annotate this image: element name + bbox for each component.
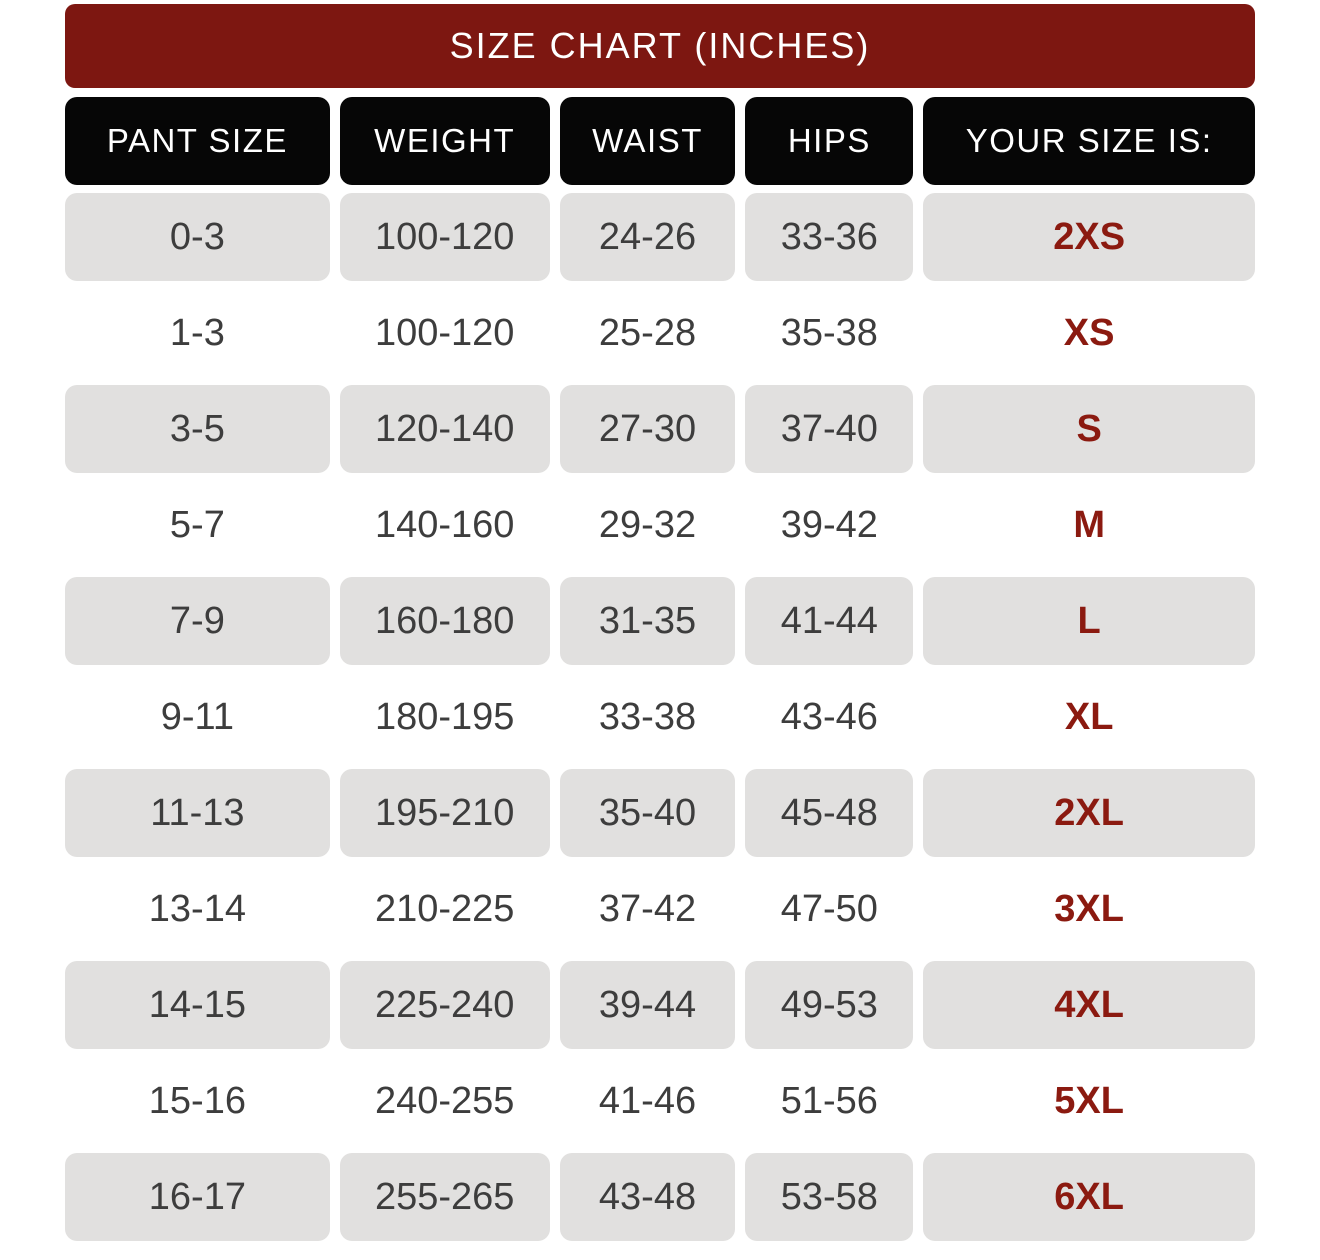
- your-size-cell: M: [1073, 503, 1105, 546]
- column-header-pant-size: PANT SIZE: [65, 97, 330, 185]
- your-size-cell: 6XL: [923, 1153, 1255, 1241]
- weight-cell: 100-120: [374, 311, 515, 354]
- pant-size-cell: 14-15: [65, 961, 330, 1049]
- column-header-waist: WAIST: [559, 97, 736, 185]
- waist-cell: 35-40: [559, 769, 736, 857]
- weight-cell: 140-160: [374, 503, 515, 546]
- table-row: 5-7 140-160 29-32 39-42 M: [65, 481, 1255, 569]
- table-row: 13-14 210-225 37-42 47-50 3XL: [65, 865, 1255, 953]
- waist-cell: 33-38: [598, 695, 697, 738]
- column-header-weight: WEIGHT: [339, 97, 550, 185]
- hips-cell: 47-50: [780, 887, 878, 930]
- waist-cell: 39-44: [559, 961, 736, 1049]
- waist-cell: 37-42: [598, 887, 697, 930]
- weight-cell: 180-195: [374, 695, 515, 738]
- table-row: 1-3 100-120 25-28 35-38 XS: [65, 289, 1255, 377]
- hips-cell: 45-48: [745, 769, 914, 857]
- your-size-cell: XS: [1063, 311, 1115, 354]
- weight-cell: 210-225: [374, 887, 515, 930]
- hips-cell: 53-58: [745, 1153, 914, 1241]
- table-body: 0-3 100-120 24-26 33-36 2XS 1-3 100-120 …: [65, 193, 1255, 1241]
- your-size-cell: 3XL: [1054, 887, 1124, 930]
- your-size-cell: 4XL: [923, 961, 1255, 1049]
- weight-cell: 225-240: [339, 961, 550, 1049]
- pant-size-cell: 3-5: [65, 385, 330, 473]
- your-size-cell: 5XL: [1054, 1079, 1124, 1122]
- weight-cell: 255-265: [339, 1153, 550, 1241]
- weight-cell: 100-120: [339, 193, 550, 281]
- weight-cell: 195-210: [339, 769, 550, 857]
- waist-cell: 43-48: [559, 1153, 736, 1241]
- weight-cell: 120-140: [339, 385, 550, 473]
- your-size-cell: XL: [1064, 695, 1114, 738]
- pant-size-cell: 13-14: [148, 887, 246, 930]
- table-row: 3-5 120-140 27-30 37-40 S: [65, 385, 1255, 473]
- hips-cell: 37-40: [745, 385, 914, 473]
- pant-size-cell: 5-7: [169, 503, 225, 546]
- waist-cell: 41-46: [598, 1079, 697, 1122]
- pant-size-cell: 9-11: [160, 695, 234, 738]
- waist-cell: 31-35: [559, 577, 736, 665]
- hips-cell: 39-42: [780, 503, 878, 546]
- table-row: 11-13 195-210 35-40 45-48 2XL: [65, 769, 1255, 857]
- hips-cell: 33-36: [745, 193, 914, 281]
- hips-cell: 51-56: [780, 1079, 878, 1122]
- pant-size-cell: 0-3: [65, 193, 330, 281]
- column-header-hips: HIPS: [745, 97, 914, 185]
- your-size-cell: S: [923, 385, 1255, 473]
- pant-size-cell: 7-9: [65, 577, 330, 665]
- waist-cell: 25-28: [598, 311, 697, 354]
- waist-cell: 29-32: [598, 503, 697, 546]
- table-row: 14-15 225-240 39-44 49-53 4XL: [65, 961, 1255, 1049]
- table-row: 0-3 100-120 24-26 33-36 2XS: [65, 193, 1255, 281]
- your-size-cell: 2XL: [923, 769, 1255, 857]
- pant-size-cell: 15-16: [148, 1079, 246, 1122]
- pant-size-cell: 11-13: [65, 769, 330, 857]
- table-row: 16-17 255-265 43-48 53-58 6XL: [65, 1153, 1255, 1241]
- size-chart-title: SIZE CHART (INCHES): [449, 25, 871, 66]
- table-header-row: PANT SIZE WEIGHT WAIST HIPS YOUR SIZE IS…: [65, 97, 1255, 185]
- your-size-cell: 2XS: [923, 193, 1255, 281]
- size-chart-title-banner: SIZE CHART (INCHES): [65, 4, 1255, 88]
- hips-cell: 43-46: [780, 695, 878, 738]
- table-row: 9-11 180-195 33-38 43-46 XL: [65, 673, 1255, 761]
- hips-cell: 49-53: [745, 961, 914, 1049]
- your-size-cell: L: [923, 577, 1255, 665]
- hips-cell: 41-44: [745, 577, 914, 665]
- weight-cell: 240-255: [374, 1079, 515, 1122]
- waist-cell: 24-26: [559, 193, 736, 281]
- pant-size-cell: 1-3: [169, 311, 225, 354]
- weight-cell: 160-180: [339, 577, 550, 665]
- pant-size-cell: 16-17: [65, 1153, 330, 1241]
- hips-cell: 35-38: [780, 311, 878, 354]
- column-header-your-size: YOUR SIZE IS:: [923, 97, 1255, 185]
- waist-cell: 27-30: [559, 385, 736, 473]
- table-row: 7-9 160-180 31-35 41-44 L: [65, 577, 1255, 665]
- table-row: 15-16 240-255 41-46 51-56 5XL: [65, 1057, 1255, 1145]
